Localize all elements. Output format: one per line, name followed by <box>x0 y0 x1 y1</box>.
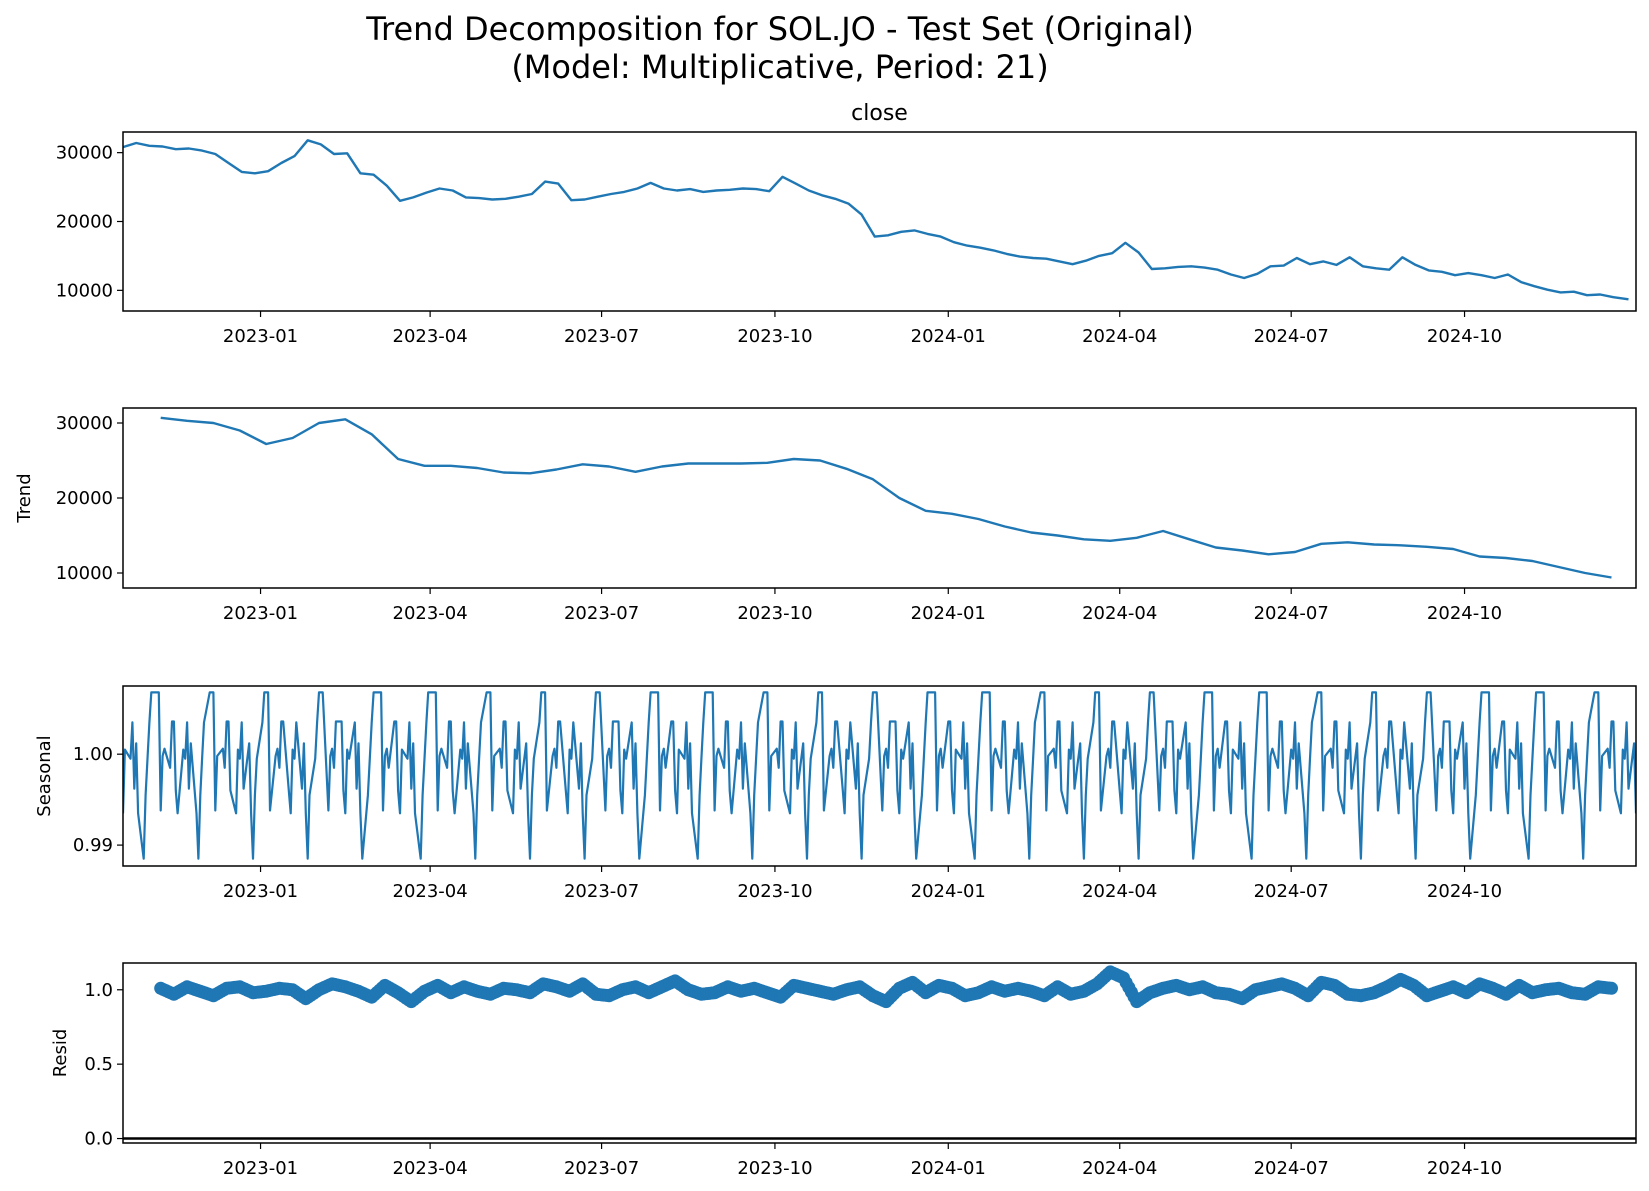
resid-xtick-label: 2023-10 <box>737 1158 812 1179</box>
seasonal-xtick-label: 2024-04 <box>1082 881 1157 902</box>
resid-xtick-label: 2023-07 <box>564 1158 639 1179</box>
panels: 2023-01 2023-04 2023-07 2023-10 2024-01 2024-… <box>14 101 1637 1179</box>
resid-axes-frame <box>122 962 1637 1144</box>
close-panel: 2023-01 2023-04 2023-07 2023-10 2024-01 2024-… <box>56 101 1637 347</box>
seasonal-series-line <box>123 691 1636 860</box>
trend-xtick-label: 2023-04 <box>393 603 468 624</box>
seasonal-axes-frame <box>122 685 1637 867</box>
resid-xtick-label: 2024-10 <box>1427 1158 1502 1179</box>
resid-xtick-label: 2024-07 <box>1254 1158 1329 1179</box>
resid-ytick-label: 0.5 <box>84 1054 113 1075</box>
figure-title-line2: (Model: Multiplicative, Period: 21) <box>511 48 1048 86</box>
close-xtick-label: 2023-04 <box>393 326 468 347</box>
close-ytick-label: 20000 <box>56 212 113 233</box>
resid-ytick-label: 1.0 <box>84 980 113 1001</box>
trend-xtick-label: 2024-07 <box>1254 603 1329 624</box>
trend-xtick-label: 2023-10 <box>737 603 812 624</box>
seasonal-xtick-label: 2023-01 <box>223 881 298 902</box>
close-series-line <box>123 139 1629 301</box>
close-xtick-label: 2024-01 <box>911 326 986 347</box>
trend-xtick-label: 2023-07 <box>564 603 639 624</box>
close-xtick-label: 2023-01 <box>223 326 298 347</box>
seasonal-ytick-label: 0.99 <box>73 835 113 856</box>
close-xtick-label: 2024-07 <box>1254 326 1329 347</box>
resid-ylabel: Resid <box>50 1029 71 1078</box>
seasonal-ylabel: Seasonal <box>34 735 55 816</box>
trend-xtick-label: 2024-04 <box>1082 603 1157 624</box>
seasonal-xtick-label: 2023-04 <box>393 881 468 902</box>
trend-series-line <box>160 416 1612 579</box>
trend-xtick-label: 2024-10 <box>1427 603 1502 624</box>
resid-point <box>1605 981 1619 995</box>
close-xtick-label: 2023-07 <box>564 326 639 347</box>
close-ytick-label: 10000 <box>56 280 113 301</box>
close-ytick-label: 30000 <box>56 143 113 164</box>
seasonal-xtick-label: 2023-07 <box>564 881 639 902</box>
resid-xtick-label: 2023-01 <box>223 1158 298 1179</box>
trend-axes-frame <box>122 407 1637 589</box>
trend-xtick-label: 2023-01 <box>223 603 298 624</box>
seasonal-xtick-label: 2024-10 <box>1427 881 1502 902</box>
seasonal-plot-area <box>123 691 1636 860</box>
close-axes-frame <box>122 131 1637 312</box>
seasonal-xtick-label: 2024-01 <box>911 881 986 902</box>
resid-plot-area <box>123 965 1636 1140</box>
trend-plot-area <box>160 416 1612 579</box>
resid-xtick-label: 2024-01 <box>911 1158 986 1179</box>
close-axes-title: close <box>851 101 908 126</box>
trend-ylabel: Trend <box>14 473 35 523</box>
seasonal-panel: 2023-01 2023-04 2023-07 2023-10 2024-01 2024-… <box>34 685 1637 902</box>
seasonal-xtick-label: 2024-07 <box>1254 881 1329 902</box>
resid-ytick-label: 0.0 <box>84 1129 113 1150</box>
resid-panel: 2023-01 2023-04 2023-07 2023-10 2024-01 2024-… <box>50 962 1637 1179</box>
trend-ytick-label: 30000 <box>56 413 113 434</box>
resid-xtick-label: 2023-04 <box>393 1158 468 1179</box>
trend-xtick-label: 2024-01 <box>911 603 986 624</box>
close-xtick-label: 2024-04 <box>1082 326 1157 347</box>
seasonal-xtick-label: 2023-10 <box>737 881 812 902</box>
close-xtick-label: 2023-10 <box>737 326 812 347</box>
trend-ytick-label: 10000 <box>56 563 113 584</box>
resid-xtick-label: 2024-04 <box>1082 1158 1157 1179</box>
figure-title-line1: Trend Decomposition for SOL.JO - Test Se… <box>365 10 1194 48</box>
seasonal-ytick-label: 1.00 <box>73 744 113 765</box>
trend-panel: 2023-01 2023-04 2023-07 2023-10 2024-01 2024-… <box>14 407 1637 624</box>
close-plot-area <box>123 139 1629 301</box>
close-xtick-label: 2024-10 <box>1427 326 1502 347</box>
trend-ytick-label: 20000 <box>56 488 113 509</box>
